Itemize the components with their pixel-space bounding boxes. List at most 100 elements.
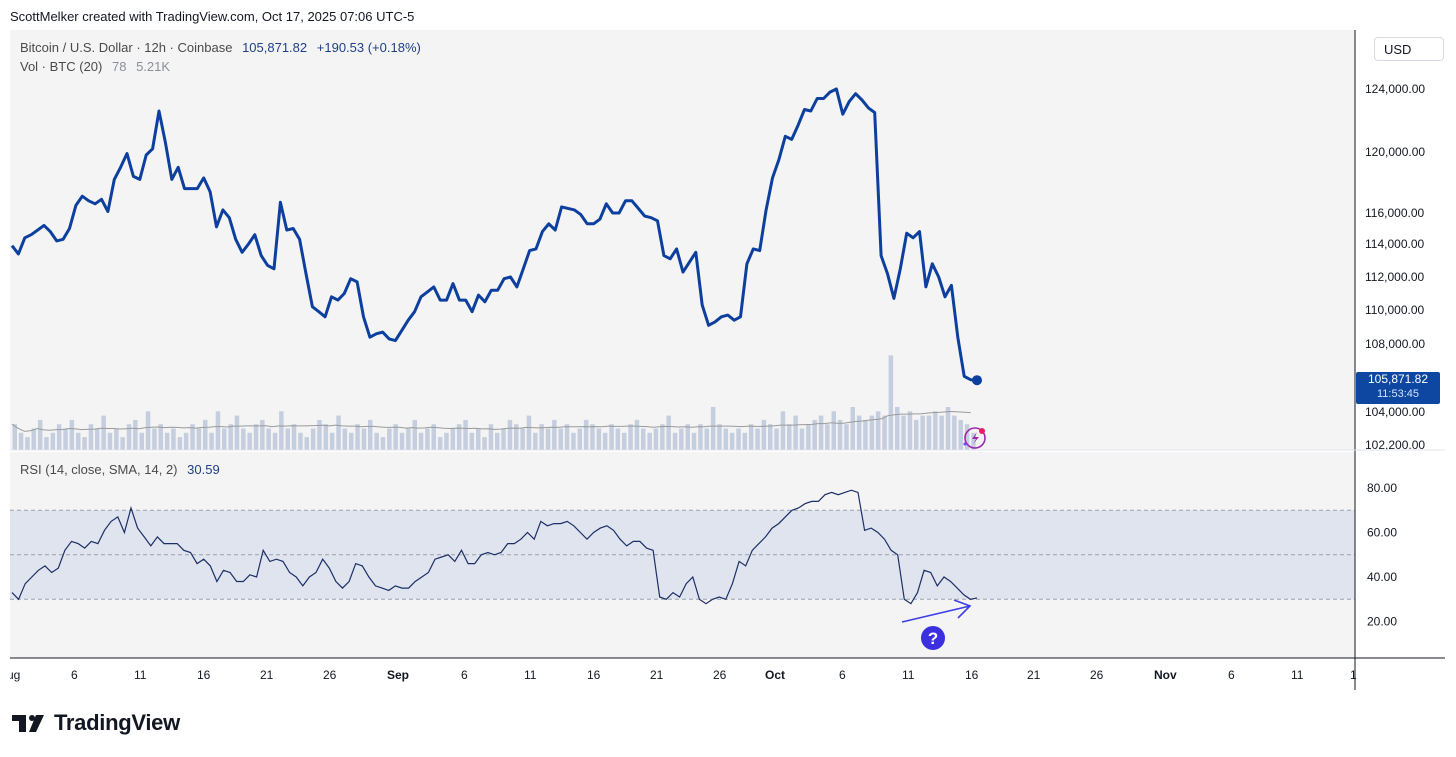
volume-bar bbox=[107, 432, 113, 450]
rsi-axis-label: 80.00 bbox=[1367, 481, 1397, 495]
price-axis-label: 108,000.00 bbox=[1365, 337, 1425, 351]
volume-bar bbox=[126, 424, 132, 450]
volume-bar bbox=[863, 419, 868, 450]
time-axis-label: 6 bbox=[461, 668, 468, 682]
flash-alert-icon[interactable] bbox=[963, 427, 986, 449]
last-price-value: 105,871.82 bbox=[242, 40, 308, 55]
volume-label[interactable]: Vol · BTC (20) bbox=[20, 59, 103, 74]
rsi-axis-label: 40.00 bbox=[1367, 570, 1397, 584]
volume-ma-line bbox=[11, 410, 971, 432]
time-axis-label: 26 bbox=[1090, 668, 1104, 682]
volume-bar bbox=[933, 411, 938, 450]
volume-bar bbox=[558, 428, 563, 450]
volume-bar bbox=[393, 424, 398, 450]
price-axis-label: 124,000.00 bbox=[1365, 82, 1425, 96]
volume-bar bbox=[704, 428, 709, 450]
volume-bar bbox=[685, 424, 690, 450]
time-axis-label: 1 bbox=[1350, 668, 1357, 682]
time-axis-label: 6 bbox=[71, 668, 78, 682]
volume-bar bbox=[545, 428, 551, 450]
volume-bar bbox=[349, 432, 354, 450]
volume-bar bbox=[780, 411, 786, 450]
volume-bar bbox=[317, 419, 322, 450]
tradingview-logo-icon bbox=[12, 715, 44, 732]
volume-bar bbox=[768, 424, 773, 450]
time-axis-label: ug bbox=[10, 668, 20, 682]
volume-bar bbox=[742, 432, 748, 450]
volume-bar bbox=[590, 424, 595, 450]
volume-bar bbox=[228, 424, 233, 450]
volume-bar bbox=[171, 428, 176, 450]
rsi-label[interactable]: RSI (14, close, SMA, 14, 2) bbox=[20, 462, 178, 477]
volume-bar bbox=[37, 419, 43, 450]
chart-canvas[interactable]: 124,000.00 120,000.00 116,000.00 114,000.00… bbox=[7, 30, 1445, 690]
tradingview-logo[interactable]: TradingView bbox=[12, 710, 180, 736]
price-axis-label: 114,000.00 bbox=[1365, 237, 1424, 251]
volume-bar bbox=[177, 437, 183, 450]
volume-bar bbox=[774, 428, 779, 450]
time-axis-label: Oct bbox=[765, 668, 785, 682]
volume-bar bbox=[920, 415, 925, 450]
volume-bar bbox=[285, 428, 290, 450]
time-axis-label: 26 bbox=[323, 668, 337, 682]
volume-bar bbox=[25, 437, 30, 450]
symbol-label[interactable]: Bitcoin / U.S. Dollar · 12h · Coinbase bbox=[20, 40, 233, 55]
volume-bar bbox=[717, 424, 722, 450]
volume-bar bbox=[799, 428, 805, 450]
volume-bar bbox=[342, 428, 348, 450]
candle-countdown: 11:53:45 bbox=[1376, 388, 1419, 400]
time-axis-label: 16 bbox=[587, 668, 601, 682]
volume-bar bbox=[533, 432, 538, 450]
currency-button[interactable]: USD bbox=[1374, 37, 1444, 61]
volume-bar bbox=[361, 428, 367, 450]
volume-bar bbox=[615, 428, 621, 450]
volume-bar bbox=[241, 428, 246, 450]
last-price-tag: 105,871.82 11:53:45 bbox=[1356, 372, 1440, 404]
volume-bar bbox=[939, 415, 944, 450]
time-axis-label: 11 bbox=[902, 668, 915, 682]
arrow-shaft bbox=[901, 605, 971, 623]
volume-bar bbox=[69, 419, 75, 450]
volume-bar bbox=[806, 424, 811, 450]
volume-bar bbox=[964, 424, 970, 450]
price-axis-label: 112,000.00 bbox=[1365, 270, 1424, 284]
volume-value-1: 78 bbox=[111, 59, 127, 74]
volume-bar bbox=[310, 428, 316, 450]
volume-bar bbox=[736, 428, 741, 450]
volume-bar bbox=[495, 432, 500, 450]
volume-bar bbox=[837, 419, 843, 450]
rsi-axis-label: 60.00 bbox=[1367, 526, 1397, 540]
volume-bar bbox=[520, 428, 525, 450]
volume-bar bbox=[653, 428, 659, 450]
volume-bar bbox=[260, 419, 265, 450]
volume-bar bbox=[476, 428, 481, 450]
volume-bar bbox=[50, 432, 56, 450]
volume-bar bbox=[882, 415, 887, 450]
volume-bar bbox=[888, 355, 894, 450]
volume-bar bbox=[571, 432, 576, 450]
price-legend: Bitcoin / U.S. Dollar · 12h · Coinbase 1… bbox=[20, 40, 427, 55]
volume-bar bbox=[793, 415, 798, 450]
volume-bar bbox=[88, 424, 94, 450]
volume-bar bbox=[647, 432, 652, 450]
volume-bars bbox=[12, 355, 976, 450]
volume-bar bbox=[456, 424, 462, 450]
volume-bar bbox=[729, 432, 735, 450]
price-axis-label: 120,000.00 bbox=[1365, 145, 1425, 159]
divergence-arrow bbox=[901, 599, 972, 623]
question-mark: ? bbox=[928, 629, 938, 648]
volume-bar bbox=[844, 424, 849, 450]
volume-bar bbox=[831, 411, 836, 450]
volume-bar bbox=[31, 428, 36, 450]
time-axis-label: 21 bbox=[1027, 668, 1041, 682]
volume-bar bbox=[660, 424, 665, 450]
volume-bar bbox=[399, 432, 405, 450]
arrow-head bbox=[953, 599, 972, 619]
volume-bar bbox=[44, 437, 49, 450]
volume-value-2: 5.21K bbox=[136, 59, 171, 74]
volume-bar bbox=[634, 419, 640, 450]
volume-bar bbox=[501, 428, 506, 450]
time-axis-label: 11 bbox=[524, 668, 537, 682]
rsi-value: 30.59 bbox=[187, 462, 220, 477]
volume-bar bbox=[18, 432, 24, 450]
